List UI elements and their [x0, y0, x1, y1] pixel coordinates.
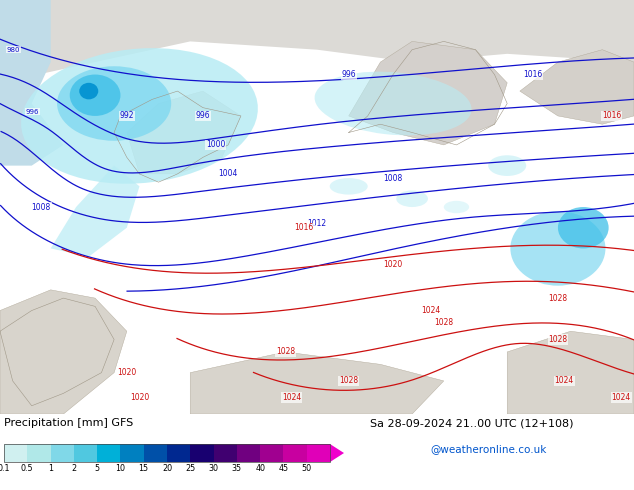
Bar	[283, 444, 307, 462]
Bar	[237, 444, 260, 462]
Text: 1024: 1024	[612, 393, 631, 402]
Ellipse shape	[21, 48, 258, 184]
Text: 30: 30	[209, 464, 219, 473]
Ellipse shape	[330, 178, 368, 195]
Ellipse shape	[510, 211, 605, 286]
Bar	[167, 444, 190, 462]
Text: 980: 980	[6, 47, 20, 53]
Ellipse shape	[444, 201, 469, 213]
Ellipse shape	[488, 155, 526, 176]
Bar	[74, 444, 97, 462]
Polygon shape	[127, 91, 241, 174]
Text: Precipitation [mm] GFS: Precipitation [mm] GFS	[4, 418, 133, 428]
Text: 1024: 1024	[282, 393, 301, 402]
Polygon shape	[51, 166, 139, 257]
Text: 45: 45	[278, 464, 288, 473]
Text: 1020: 1020	[384, 261, 403, 270]
Text: 1008: 1008	[384, 173, 403, 183]
Text: 1028: 1028	[339, 376, 358, 386]
Bar	[144, 444, 167, 462]
Polygon shape	[330, 444, 344, 462]
Polygon shape	[0, 0, 63, 166]
Text: 1000: 1000	[206, 141, 225, 149]
Text: 1012: 1012	[307, 219, 327, 228]
Bar	[4, 444, 27, 462]
Bar	[214, 444, 237, 462]
Text: 1016: 1016	[523, 70, 542, 79]
Ellipse shape	[70, 74, 120, 116]
Polygon shape	[520, 49, 634, 124]
Text: 996: 996	[341, 70, 356, 79]
Bar	[27, 444, 51, 462]
Text: 0.5: 0.5	[21, 464, 34, 473]
Text: 2: 2	[71, 464, 77, 473]
Text: 1024: 1024	[555, 376, 574, 386]
Bar	[120, 444, 144, 462]
Text: 996: 996	[25, 109, 39, 115]
Text: 5: 5	[94, 464, 100, 473]
Text: 1016: 1016	[602, 111, 621, 121]
Text: 1016: 1016	[295, 223, 314, 232]
Bar	[97, 444, 120, 462]
Polygon shape	[190, 352, 444, 414]
Ellipse shape	[57, 66, 171, 141]
Text: 1028: 1028	[434, 318, 453, 327]
Text: 0.1: 0.1	[0, 464, 10, 473]
Text: 1028: 1028	[548, 335, 567, 344]
Text: 20: 20	[162, 464, 172, 473]
Bar	[190, 444, 214, 462]
Text: 1004: 1004	[219, 170, 238, 178]
Text: 1008: 1008	[32, 202, 51, 212]
Polygon shape	[349, 41, 507, 145]
Polygon shape	[0, 0, 634, 83]
Text: 1: 1	[48, 464, 53, 473]
Bar	[260, 444, 283, 462]
Text: 15: 15	[139, 464, 149, 473]
Text: 10: 10	[115, 464, 126, 473]
Text: 1028: 1028	[276, 347, 295, 356]
Text: Sa 28-09-2024 21..00 UTC (12+108): Sa 28-09-2024 21..00 UTC (12+108)	[370, 418, 574, 428]
Text: 1020: 1020	[117, 368, 136, 377]
Text: 25: 25	[185, 464, 195, 473]
Text: 992: 992	[120, 111, 134, 121]
Ellipse shape	[314, 72, 472, 135]
Text: @weatheronline.co.uk: @weatheronline.co.uk	[430, 444, 547, 454]
Bar	[4, 444, 330, 462]
Ellipse shape	[396, 191, 428, 207]
Text: 50: 50	[302, 464, 312, 473]
Ellipse shape	[558, 207, 609, 248]
Text: 1020: 1020	[130, 393, 149, 402]
Text: 35: 35	[232, 464, 242, 473]
Ellipse shape	[79, 83, 98, 99]
Text: 40: 40	[255, 464, 265, 473]
Polygon shape	[507, 331, 634, 414]
Polygon shape	[0, 290, 127, 414]
Text: 996: 996	[195, 111, 210, 121]
Text: 1028: 1028	[548, 294, 567, 303]
Bar	[307, 444, 330, 462]
Bar	[51, 444, 74, 462]
Text: 1024: 1024	[422, 306, 441, 315]
